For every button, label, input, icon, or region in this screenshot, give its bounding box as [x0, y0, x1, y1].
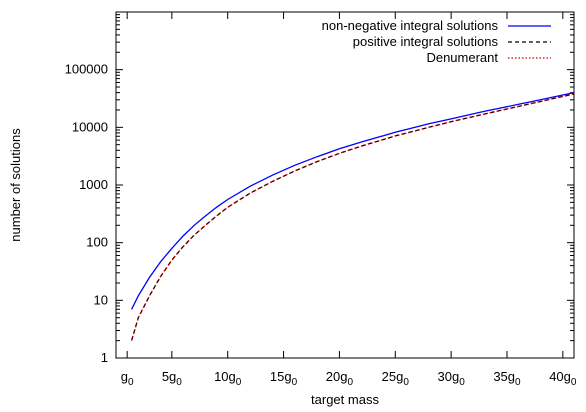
x-tick-label: 10g0 — [214, 369, 242, 388]
series-line-1 — [130, 93, 575, 341]
series-group — [130, 91, 575, 341]
y-tick-label: 10000 — [72, 119, 108, 134]
plot-frame — [115, 11, 575, 359]
legend-label: positive integral solutions — [353, 34, 499, 49]
y-axis-label: number of solutions — [8, 128, 23, 242]
legend-label: non-negative integral solutions — [322, 18, 499, 33]
x-tick-label: 15g0 — [270, 369, 298, 388]
y-axis-ticks: 1 10 100 1000 10000 100000 — [65, 14, 574, 365]
y-tick-label: 100 — [86, 235, 108, 250]
legend: non-negative integral solutionspositive … — [322, 18, 551, 65]
series-line-2 — [130, 93, 575, 341]
x-axis-ticks: g0 5g0 10g0 15g0 20g0 25g0 30g0 35g0 40g0 — [121, 12, 577, 388]
x-tick-label: 40g0 — [549, 369, 577, 388]
x-tick-label: g0 — [121, 369, 134, 388]
x-tick-label: 30g0 — [437, 369, 465, 388]
y-tick-label: 10 — [94, 292, 108, 307]
y-tick-label: 1 — [101, 350, 108, 365]
x-tick-label: 5g0 — [162, 369, 182, 388]
x-tick-label: 25g0 — [382, 369, 410, 388]
y-tick-label: 1000 — [79, 177, 108, 192]
x-axis-label: target mass — [311, 392, 379, 407]
series-line-0 — [131, 91, 575, 310]
legend-label: Denumerant — [426, 50, 498, 65]
x-tick-label: 20g0 — [326, 369, 354, 388]
y-tick-label: 100000 — [65, 62, 108, 77]
x-tick-label: 35g0 — [493, 369, 521, 388]
